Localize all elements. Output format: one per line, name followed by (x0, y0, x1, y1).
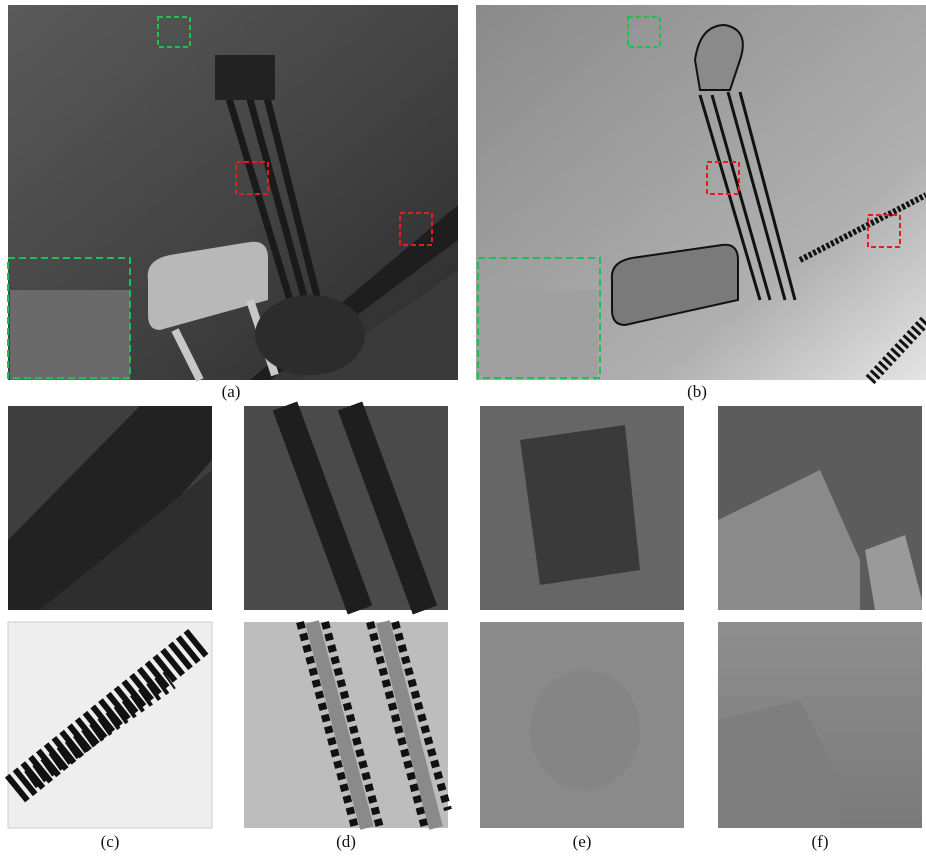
panel-f (718, 406, 922, 828)
panel-a (8, 5, 458, 380)
caption: (f) (812, 832, 829, 851)
sofa (478, 290, 598, 378)
caption: (a) (222, 382, 241, 401)
panel-b (476, 5, 926, 380)
panel-e (480, 406, 684, 828)
caption: (d) (336, 832, 356, 851)
sofa (10, 290, 130, 380)
camera (215, 55, 275, 100)
panel-c (8, 406, 212, 828)
caption: (e) (573, 832, 592, 851)
object (520, 425, 640, 585)
base (255, 295, 365, 375)
object-depth (530, 670, 640, 790)
caption: (c) (101, 832, 120, 851)
panel-d (244, 406, 448, 828)
caption: (b) (687, 382, 707, 401)
figure: (a) (b) (c) (d) (0, 0, 926, 856)
